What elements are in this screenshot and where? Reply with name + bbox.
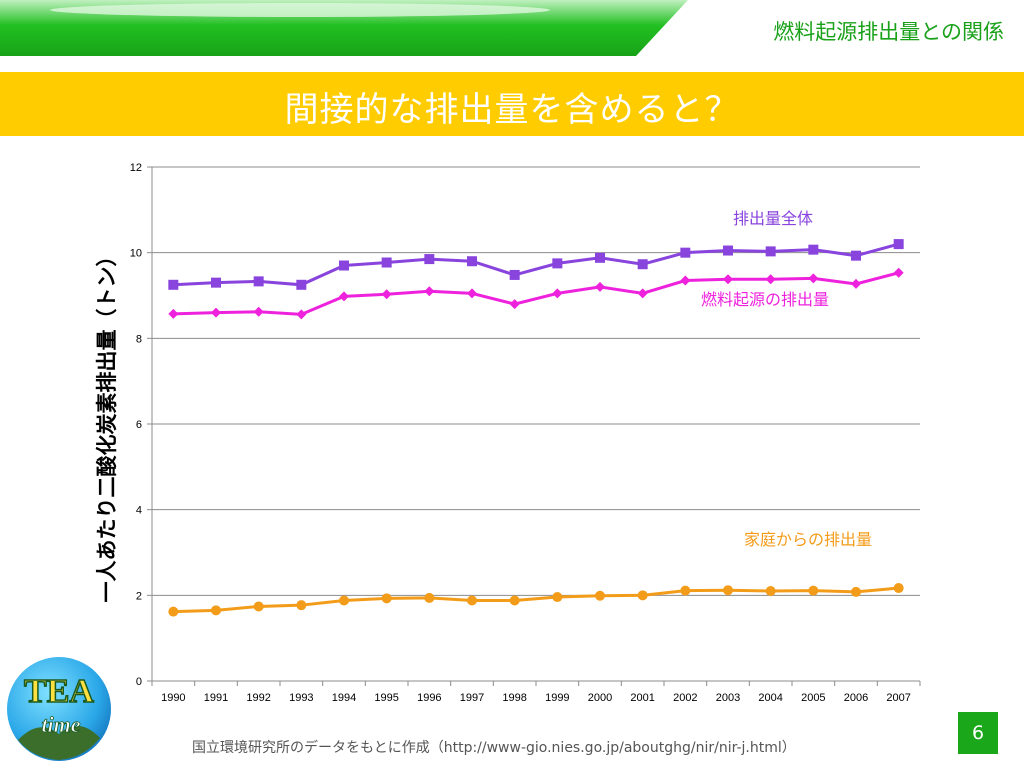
data-point (467, 595, 477, 606)
data-point (851, 278, 861, 289)
data-point (723, 274, 733, 285)
data-point (765, 246, 776, 257)
series-label-3: 家庭からの排出量 (744, 530, 872, 549)
x-tick-label: 1999 (545, 692, 569, 704)
data-point (296, 309, 307, 320)
x-tick-label: 1996 (417, 692, 441, 704)
data-point (552, 288, 563, 299)
data-point (680, 247, 691, 258)
x-tick-label: 1990 (161, 692, 185, 704)
data-point (552, 258, 563, 269)
data-point (893, 583, 904, 594)
data-point (723, 245, 733, 256)
line-chart: 0 2 4 6 8 10 12 1990 1991 1992 1993 1994 1995 1996 199… (130, 162, 921, 704)
data-point (253, 601, 264, 612)
page-number: 6 (958, 712, 998, 754)
data-point (509, 299, 520, 310)
data-point (211, 605, 221, 616)
data-point (296, 600, 307, 611)
x-tick-label: 2002 (673, 692, 697, 704)
series-label-2: 燃料起源の排出量 (701, 290, 829, 309)
data-point (808, 585, 819, 596)
header-decoration (0, 0, 688, 56)
x-tick-label: 1993 (289, 692, 313, 704)
data-point (765, 274, 776, 285)
data-point (723, 585, 733, 596)
y-tick-label: 12 (130, 162, 142, 174)
x-tick-label: 1992 (246, 692, 270, 704)
data-point (339, 260, 349, 271)
y-tick-label: 8 (136, 333, 142, 345)
data-point (595, 281, 605, 292)
header-bar: 燃料起源排出量との関係 (0, 0, 1024, 56)
data-point (680, 585, 691, 596)
data-point (339, 291, 349, 302)
x-tick-label: 2000 (588, 692, 612, 704)
data-point (253, 276, 264, 287)
data-point (808, 244, 819, 255)
data-point (381, 593, 392, 604)
slide-title: 間接的な排出量を含めると？ (284, 90, 740, 130)
data-point (893, 239, 904, 250)
x-tick-label: 2005 (801, 692, 825, 704)
data-point (765, 586, 776, 597)
data-point (637, 259, 648, 270)
data-point (211, 307, 221, 318)
data-point (680, 275, 691, 286)
y-tick-label: 2 (136, 590, 142, 602)
y-axis-label: 一人あたり二酸化炭素排出量（トン） (95, 245, 119, 603)
data-point (637, 288, 648, 299)
data-point (595, 590, 605, 601)
data-point (552, 592, 563, 603)
data-point (424, 592, 435, 603)
data-point (381, 289, 392, 300)
data-point (893, 267, 904, 278)
y-tick-label: 6 (136, 419, 142, 431)
data-point (168, 308, 179, 319)
x-tick-label: 1995 (374, 692, 398, 704)
series-line-2 (173, 271, 900, 316)
y-tick-label: 0 (136, 676, 142, 688)
y-tick-label: 4 (136, 505, 142, 517)
data-point (467, 288, 477, 299)
logo-tea-text: TEA (24, 673, 94, 710)
data-point (595, 252, 605, 263)
data-point (851, 586, 861, 597)
data-point (381, 257, 392, 268)
data-point (467, 256, 477, 267)
tea-time-logo: TEA time (7, 657, 111, 761)
x-tick-label: 2004 (758, 692, 782, 704)
data-point (168, 279, 179, 290)
x-tick-label: 1997 (460, 692, 484, 704)
data-point (509, 595, 520, 606)
source-note: 国立環境研究所のデータをもとに作成（http://www-gio.nies.go… (192, 740, 796, 756)
data-point (168, 606, 179, 617)
data-point (808, 273, 819, 284)
series-label-1: 排出量全体 (733, 209, 813, 228)
header-title: 燃料起源排出量との関係 (773, 20, 1004, 44)
x-tick-label: 2001 (630, 692, 654, 704)
data-point (851, 250, 861, 261)
data-point (509, 269, 520, 280)
x-tick-label: 1991 (204, 692, 228, 704)
x-tick-label: 1994 (332, 692, 356, 704)
x-tick-label: 1998 (502, 692, 526, 704)
x-tick-label: 2007 (886, 692, 910, 704)
data-point (637, 590, 648, 601)
data-point (424, 286, 435, 297)
data-point (424, 254, 435, 265)
data-point (296, 279, 307, 290)
title-banner: 間接的な排出量を含めると？ (0, 72, 1024, 136)
data-point (339, 595, 349, 606)
y-tick-label: 10 (130, 248, 142, 260)
logo-time-text: time (41, 712, 80, 737)
series-line-3 (173, 586, 899, 614)
x-tick-label: 2003 (716, 692, 740, 704)
series-line-1 (173, 242, 900, 287)
x-tick-label: 2006 (844, 692, 868, 704)
data-point (211, 277, 221, 288)
data-point (253, 306, 264, 317)
